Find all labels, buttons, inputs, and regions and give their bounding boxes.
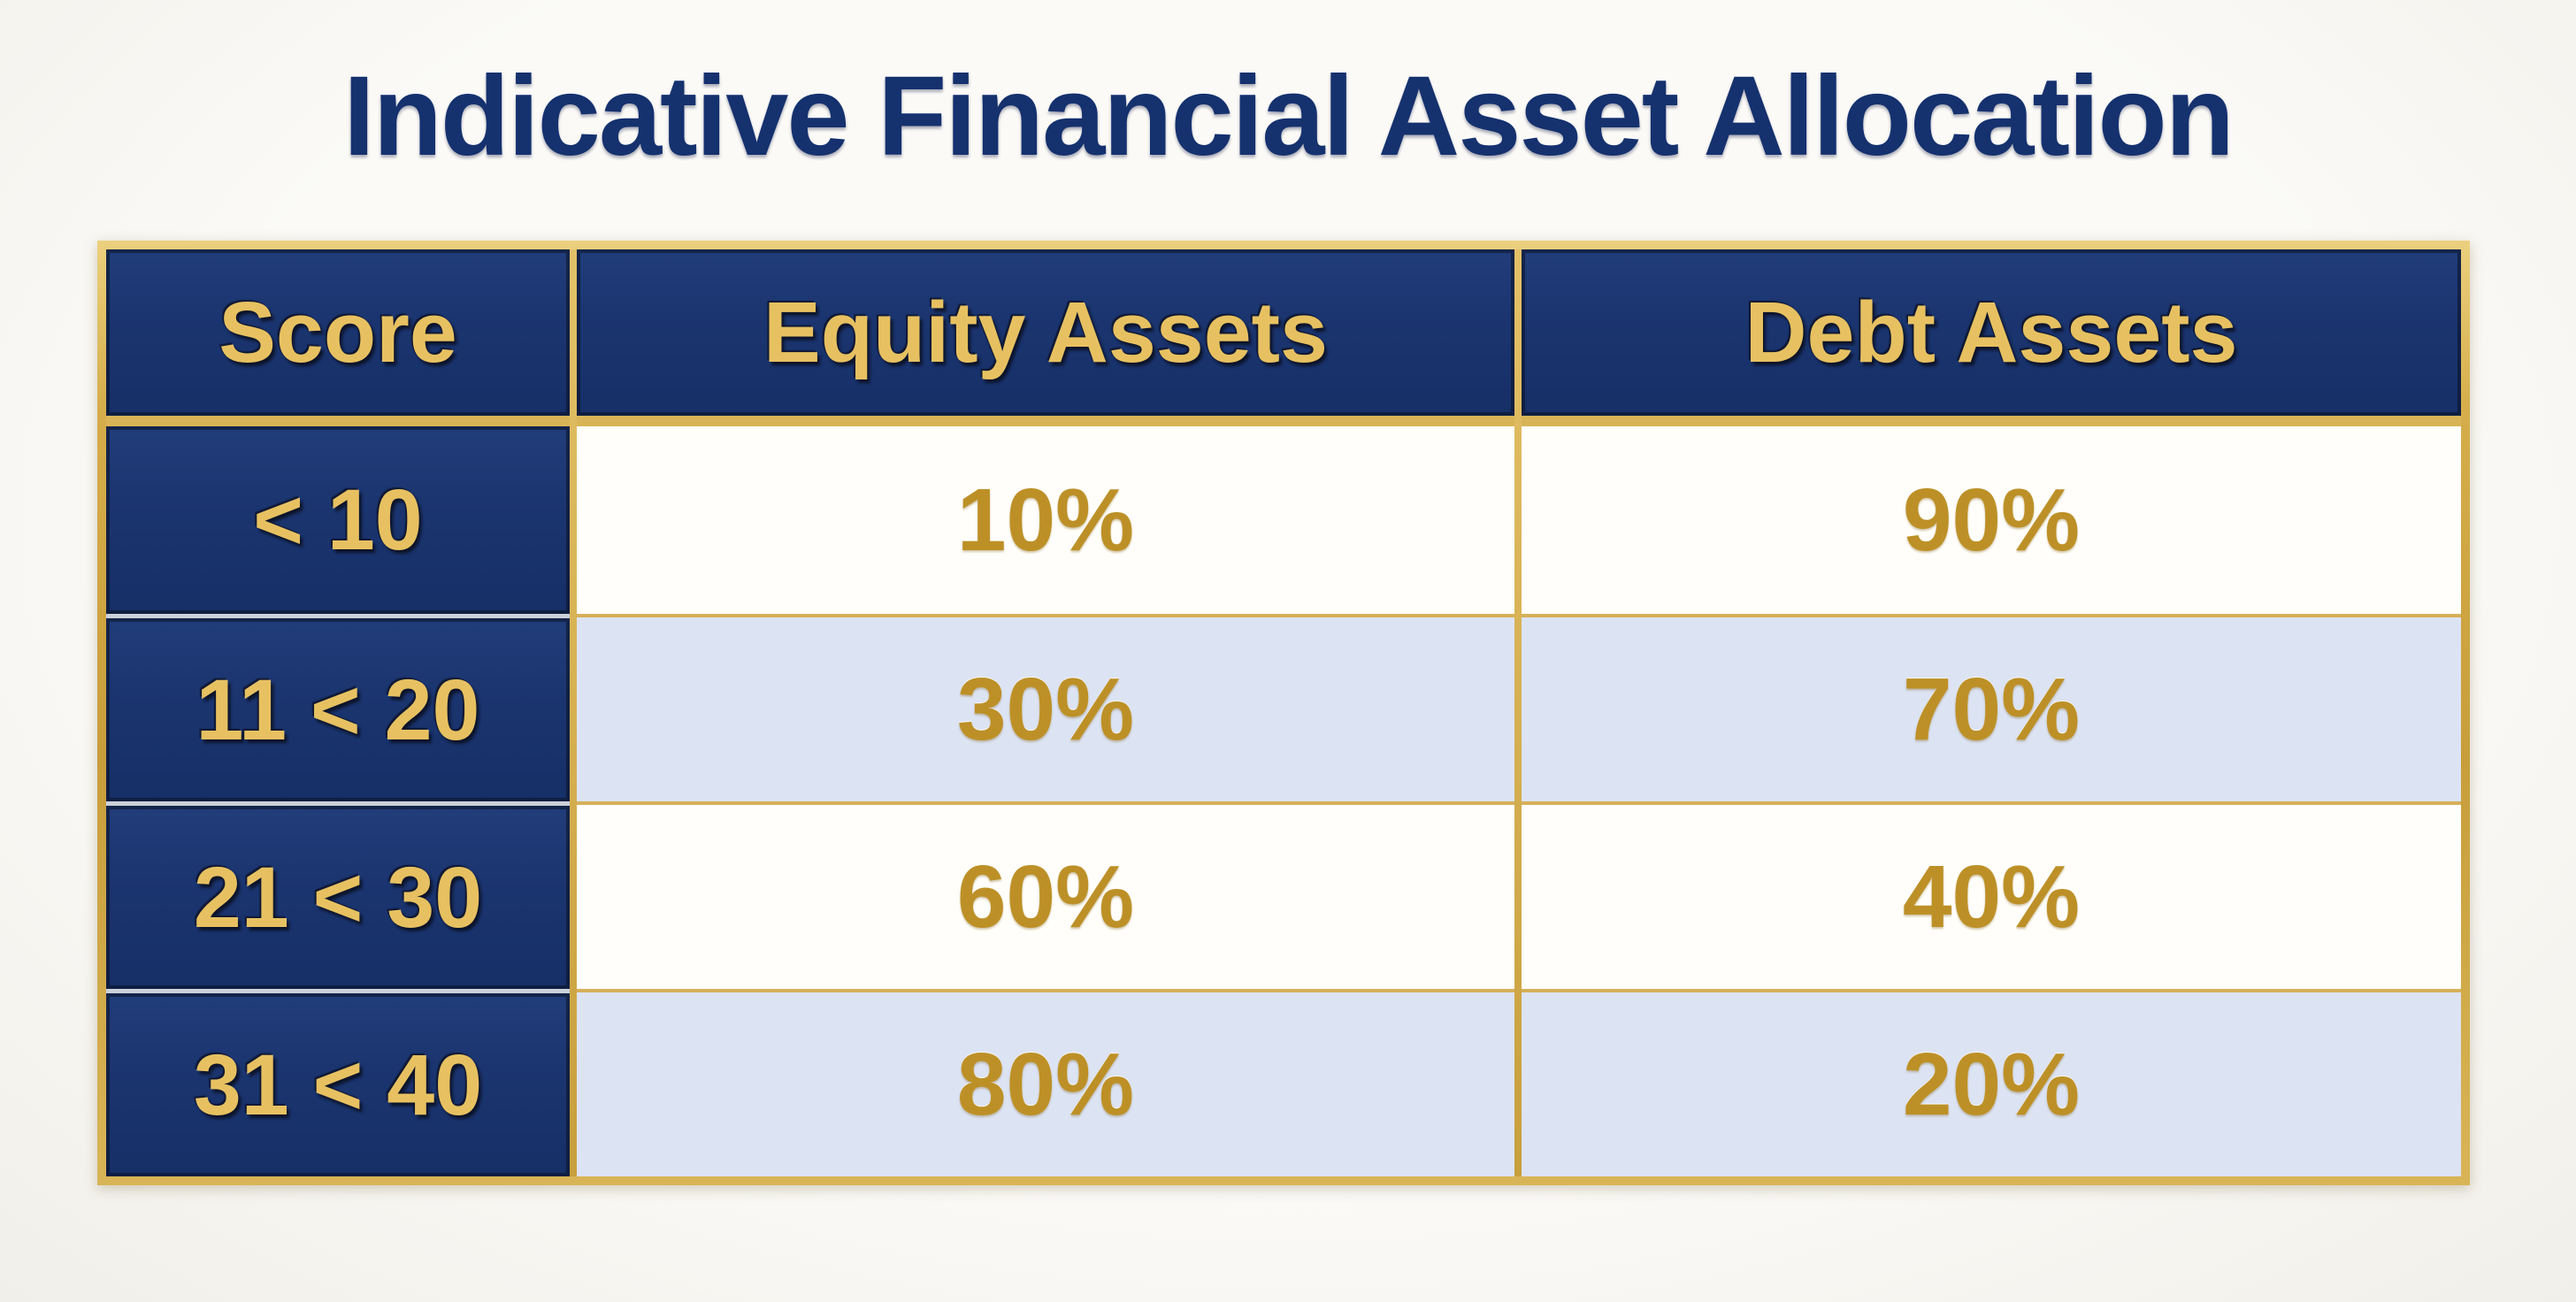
row2-debt-value: 70% bbox=[1902, 659, 2081, 759]
header-score-label: Score bbox=[218, 284, 457, 380]
header-debt-assets-label: Debt Assets bbox=[1744, 284, 2238, 380]
row1-equity-cell: 10% bbox=[577, 426, 1514, 614]
row4-debt-value: 20% bbox=[1902, 1034, 2081, 1134]
row3-score-cell: 21 < 30 bbox=[106, 801, 570, 989]
row4-equity-cell: 80% bbox=[577, 989, 1514, 1176]
row2-equity-cell: 30% bbox=[577, 614, 1514, 801]
row2-debt-cell: 70% bbox=[1522, 614, 2461, 801]
row4-score-cell: 31 < 40 bbox=[106, 989, 570, 1176]
row4-debt-cell: 20% bbox=[1522, 989, 2461, 1176]
header-equity-assets: Equity Assets bbox=[577, 249, 1514, 426]
header-score: Score bbox=[106, 249, 570, 426]
row1-equity-value: 10% bbox=[956, 470, 1135, 570]
header-debt-assets: Debt Assets bbox=[1522, 249, 2461, 426]
row2-equity-value: 30% bbox=[956, 659, 1135, 759]
row1-score-value: < 10 bbox=[253, 471, 423, 568]
row3-score-value: 21 < 30 bbox=[193, 848, 483, 946]
row3-equity-value: 60% bbox=[956, 846, 1135, 946]
row4-equity-value: 80% bbox=[956, 1034, 1135, 1134]
row1-score-cell: < 10 bbox=[106, 426, 570, 614]
row3-debt-cell: 40% bbox=[1522, 801, 2461, 989]
header-equity-assets-label: Equity Assets bbox=[763, 284, 1328, 380]
row4-score-value: 31 < 40 bbox=[193, 1036, 483, 1133]
row1-debt-cell: 90% bbox=[1522, 426, 2461, 614]
page-title: Indicative Financial Asset Allocation bbox=[343, 53, 2235, 180]
row2-score-cell: 11 < 20 bbox=[106, 614, 570, 801]
row3-equity-cell: 60% bbox=[577, 801, 1514, 989]
allocation-table: Score Equity Assets Debt Assets < 10 10%… bbox=[97, 241, 2470, 1185]
row3-debt-value: 40% bbox=[1902, 846, 2081, 946]
allocation-table-grid: Score Equity Assets Debt Assets < 10 10%… bbox=[106, 249, 2461, 1176]
row1-debt-value: 90% bbox=[1902, 470, 2081, 570]
row2-score-value: 11 < 20 bbox=[196, 661, 480, 758]
